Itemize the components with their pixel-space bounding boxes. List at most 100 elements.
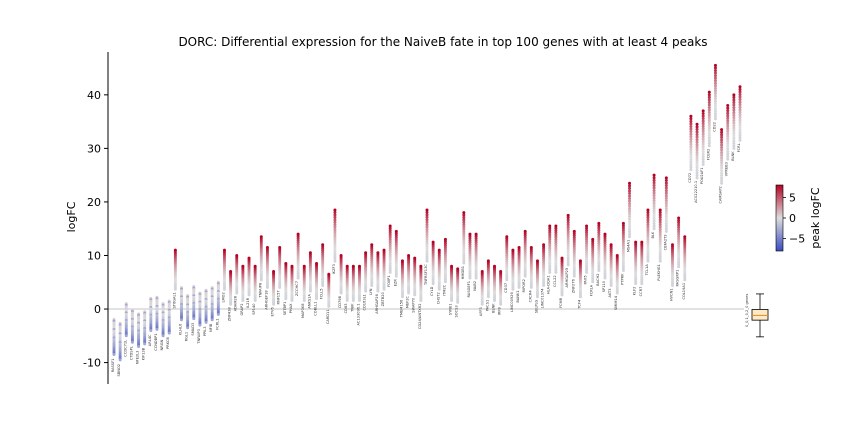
peak-point <box>474 243 478 247</box>
peak-point <box>695 166 699 170</box>
peak-point <box>732 129 736 133</box>
peak-point <box>572 253 576 257</box>
peak-point <box>198 323 202 327</box>
gene-label: LINC01374 <box>541 288 545 308</box>
peak-point <box>695 135 699 139</box>
peak-point <box>149 328 153 332</box>
gene-label: LMO2 <box>221 292 225 302</box>
peak-point <box>548 224 552 228</box>
peak-point <box>394 263 398 267</box>
gene-label: CD83 <box>344 303 348 313</box>
peak-point <box>388 244 392 248</box>
peak-point <box>658 249 662 253</box>
peak-point <box>658 254 662 258</box>
peak-point <box>726 124 730 128</box>
peak-point <box>505 249 509 253</box>
peak-point <box>474 266 478 270</box>
gene-column-phax: PHAX <box>289 264 294 313</box>
peak-point <box>572 259 576 263</box>
peak-point <box>388 226 392 230</box>
peak-point <box>664 212 668 216</box>
peak-point <box>388 268 392 272</box>
peak-point <box>585 259 589 263</box>
peak-point <box>321 243 325 247</box>
peak-point <box>143 342 147 346</box>
peak-point <box>474 251 478 255</box>
peak-point <box>394 268 398 272</box>
peak-point <box>572 261 576 265</box>
peak-point <box>683 247 687 251</box>
peak-point <box>707 123 711 127</box>
gene-column-blnk: BLNK <box>492 264 497 313</box>
peak-point <box>548 270 552 274</box>
peak-point <box>333 244 337 248</box>
peak-point <box>505 251 509 255</box>
peak-point <box>394 274 398 278</box>
gene-column-tnfaip3: TNFAIP3 <box>197 291 202 345</box>
gene-label: KLHL6 <box>179 323 183 335</box>
peak-point <box>505 259 509 263</box>
peak-point <box>683 274 687 278</box>
peak-point <box>474 274 478 278</box>
peak-point <box>474 232 478 236</box>
peak-point <box>677 265 681 269</box>
peak-point <box>658 225 662 229</box>
gene-column-mef2c: MEF2C <box>406 253 411 308</box>
peak-point <box>628 235 632 239</box>
peak-point <box>677 228 681 232</box>
inset-label: 0_0,1_0,2_0 genes <box>745 293 749 327</box>
peak-point <box>137 345 141 349</box>
peak-point <box>572 229 576 233</box>
peak-point <box>701 147 705 151</box>
peak-point <box>597 268 601 272</box>
peak-point <box>683 239 687 243</box>
peak-point <box>388 264 392 268</box>
peak-point <box>658 218 662 222</box>
gene-column-hvcn1: HVCN1 <box>669 243 674 301</box>
peak-point <box>732 126 736 130</box>
peak-point <box>333 257 337 261</box>
gene-label: CD22 <box>712 122 716 132</box>
gene-column-il21r: IL21R <box>246 256 251 308</box>
peak-point <box>628 199 632 203</box>
peak-point <box>646 225 650 229</box>
peak-point <box>689 142 693 146</box>
peak-point <box>505 237 509 241</box>
peak-point <box>628 194 632 198</box>
peak-point <box>597 253 601 257</box>
peak-point <box>738 126 742 130</box>
gene-label: CCDC71L <box>123 340 127 357</box>
gene-column-bank1: BANK1 <box>516 245 521 303</box>
gene-column-linc00926: LINC00926 <box>510 248 515 312</box>
gene-label: TMEM156 <box>399 299 403 318</box>
peak-point <box>542 243 546 247</box>
peak-point <box>425 213 429 217</box>
gene-label: AC022210.1 <box>694 181 698 203</box>
peak-point <box>394 257 398 261</box>
peak-point <box>621 255 625 259</box>
peak-point <box>468 251 472 255</box>
gene-column-ptprk: PTPRK <box>620 221 625 285</box>
peak-point <box>468 263 472 267</box>
peak-point <box>677 239 681 243</box>
gene-label: MEF2C <box>406 295 410 308</box>
peak-point <box>689 135 693 139</box>
peak-point <box>394 253 398 257</box>
gene-column-vpreb3: VPREB3 <box>725 104 730 176</box>
peak-point <box>603 268 607 272</box>
colorbar-tick-label: 5 <box>789 191 796 204</box>
peak-point <box>732 131 736 135</box>
peak-point <box>664 189 668 193</box>
peak-point <box>425 223 429 227</box>
gene-column-znf276: ZNF276 <box>571 229 576 293</box>
peak-point <box>523 259 527 263</box>
peak-point <box>670 243 674 247</box>
gene-column-nfe2l3: NFE2L3 <box>136 312 141 364</box>
gene-label: KIF13B <box>142 347 146 360</box>
peak-point <box>572 238 576 242</box>
peak-point <box>388 266 392 270</box>
peak-point <box>259 249 263 253</box>
peak-point <box>523 268 527 272</box>
peak-point <box>615 253 619 257</box>
peak-point <box>585 237 589 241</box>
